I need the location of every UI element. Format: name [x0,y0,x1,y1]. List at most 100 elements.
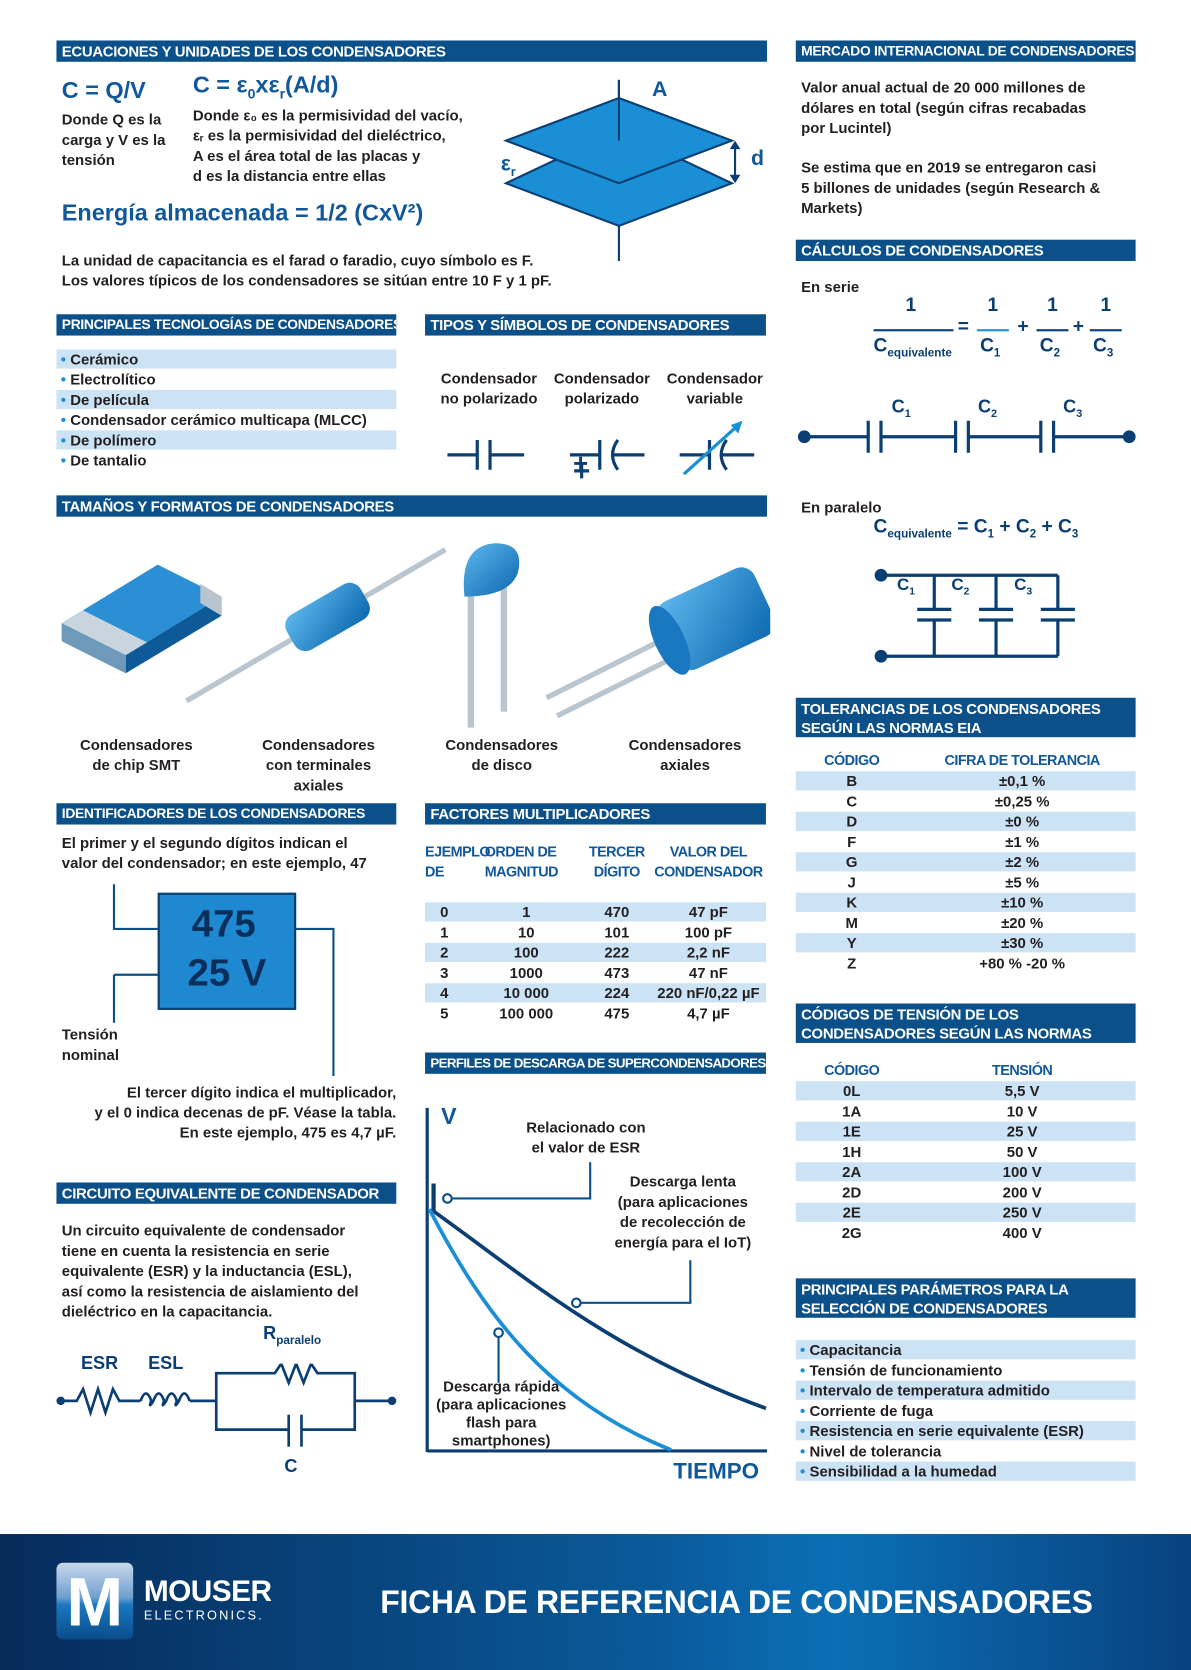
bullet-icon: • [60,370,66,388]
esr-annotation: Relacionado con el valor de ESR [501,1117,671,1157]
fast-discharge-curve [427,1208,672,1452]
numerator: 1 [905,294,917,316]
section-header-sizes: TAMAÑOS Y FORMATOS DE CONDENSADORES [56,495,768,517]
er: ε [500,152,511,176]
sub: 2 [1029,527,1037,541]
circuit-text: Un circuito equivalente de condensador ti… [62,1221,359,1322]
table-cell: 50 V [1006,1143,1038,1161]
table-row: 2A 100 V [795,1162,1136,1182]
denominator: Cequivalente [874,335,952,360]
table-row: D ±0 % [795,811,1136,831]
size-smt-label: Condensadores de chip SMT [62,735,211,775]
fast-marker [493,1327,504,1339]
formula-charge: C = Q/V [61,76,146,104]
list-item-label: Sensibilidad a la humedad [809,1462,997,1480]
esr-marker [442,1193,453,1204]
numerator: 1 [987,294,999,316]
table-row: C ±0,25 % [796,792,1136,811]
c: C [1092,334,1107,356]
header-line: ORDEN DE [484,843,557,860]
table-cell: 2G [841,1224,862,1242]
l: CONDENSADORES SEGÚN LAS NORMAS [801,1024,1092,1042]
desc-line: Donde ε₀ es la permisividad del vacío, [192,106,463,124]
header-line: CIFRA DE TOLERANCIA [944,752,1101,769]
c1-label: C1 [892,396,911,420]
list-item-label: Cerámico [70,350,139,368]
list-item: • Electrolítico [56,370,396,389]
fraction-bar [976,329,1009,332]
section-header-voltage: CÓDIGOS DE TENSIÓN DE LOS CONDENSADORES S… [795,1003,1136,1043]
table-cell: 25 V [1006,1122,1038,1140]
table-cell: 0L [843,1082,861,1100]
l: (para aplicaciones [617,1193,748,1211]
table-cell: ±0,1 % [998,772,1046,790]
axial-lead-image [185,547,447,704]
desc-line: A es el área total de las placas y [192,147,421,165]
table-cell: D [846,812,858,830]
radial-electrolytic-image [545,567,771,719]
l: y el 0 indica decenas de pF. Véase la ta… [94,1103,397,1121]
table-row: 3 1000 473 47 nF [425,963,766,982]
table-cell: 2D [842,1183,862,1201]
list-item: • Intervalo de temperatura admitido [795,1380,1136,1400]
l: Condensador [440,369,538,387]
f-part: xε [255,71,280,99]
table-cell: 1A [842,1102,862,1120]
table-cell: 47 nF [688,964,728,982]
list-item-label: Nivel de tolerancia [809,1442,942,1460]
r: R [263,1323,277,1344]
y-axis-label: V [441,1102,457,1130]
list-item: • Condensador cerámico multicapa (MLCC) [56,410,396,429]
brand-subtitle: ELECTRONICS. [143,1607,264,1623]
l: variable [686,389,744,407]
multiplier-table: EJEMPLO DE ORDEN DE MAGNITUD TERCER DÍGITO VAL… [425,842,766,1034]
ident-bottom-text: El tercer dígito indica el multiplicador… [62,1082,397,1143]
table-cell: 47 pF [688,903,728,921]
size-axial-leads-label: Condensadores con terminales axiales [244,735,393,796]
header-line: CÓDIGO [824,1062,880,1079]
table-cell: ±30 % [1001,934,1044,952]
table-cell: 101 [604,923,630,941]
table-cell: 100 000 [499,1004,554,1022]
header-line: EJEMPLO [425,843,491,860]
s: 1 [909,586,915,598]
equivalent-circuit-diagram [56,1363,397,1447]
series-circuit-diagram [797,420,1136,453]
sub: 1 [987,527,995,541]
parallel-circuit-diagram [874,568,1075,663]
column-header: EJEMPLO DE [425,842,491,882]
l: Condensador [666,369,763,387]
header-line: CONDENSADOR [654,863,763,880]
table-cell: 100 V [1002,1163,1042,1181]
s: 3 [1076,408,1083,421]
numerator: 1 [1047,294,1058,316]
desc-line: tensión [61,151,115,169]
bullet-icon: • [800,1381,806,1399]
size-axial-label: Condensadores axiales [610,735,759,775]
list-item: • De tantalio [56,451,396,470]
l: SEGÚN LAS NORMAS EIA [801,719,982,737]
list-item-label: Tensión de funcionamiento [809,1361,1003,1379]
l: Valor anual actual de 20 000 millones de [801,78,1086,96]
list-item: • Sensibilidad a la humedad [795,1461,1136,1481]
c3-label: C3 [1063,396,1082,420]
esr-label: ESR [80,1352,119,1374]
list-item-label: Intervalo de temperatura admitido [809,1381,1050,1399]
list-item-label: De polímero [70,431,157,449]
section-header-discharge: PERFILES DE DESCARGA DE SUPERCONDENSADOR… [425,1052,766,1074]
f-sub: 0 [247,85,256,102]
list-item: • De polímero [56,430,397,450]
bullet-icon: • [800,1361,806,1379]
technologies-list: • Cerámico • Electrolítico • De película • Cond… [56,349,397,477]
formula-energy: Energía almacenada = 1/2 (CxV²) [61,199,424,226]
section-header-technologies: PRINCIPALES TECNOLOGÍAS DE CONDENSADORES [56,314,397,336]
l: dólares en total (según cifras recabadas [801,99,1087,117]
bullet-icon: • [800,1341,806,1359]
l: TOLERANCIAS DE LOS CONDENSADORES [801,699,1101,717]
header-line: CÓDIGO [824,752,880,769]
l: de recolección de [619,1213,746,1231]
bullet-icon: • [800,1401,806,1419]
capacitor-code: 475 [191,901,256,945]
l: Condensadores [262,736,375,754]
units-text: La unidad de capacitancia es el farad o … [62,250,552,290]
